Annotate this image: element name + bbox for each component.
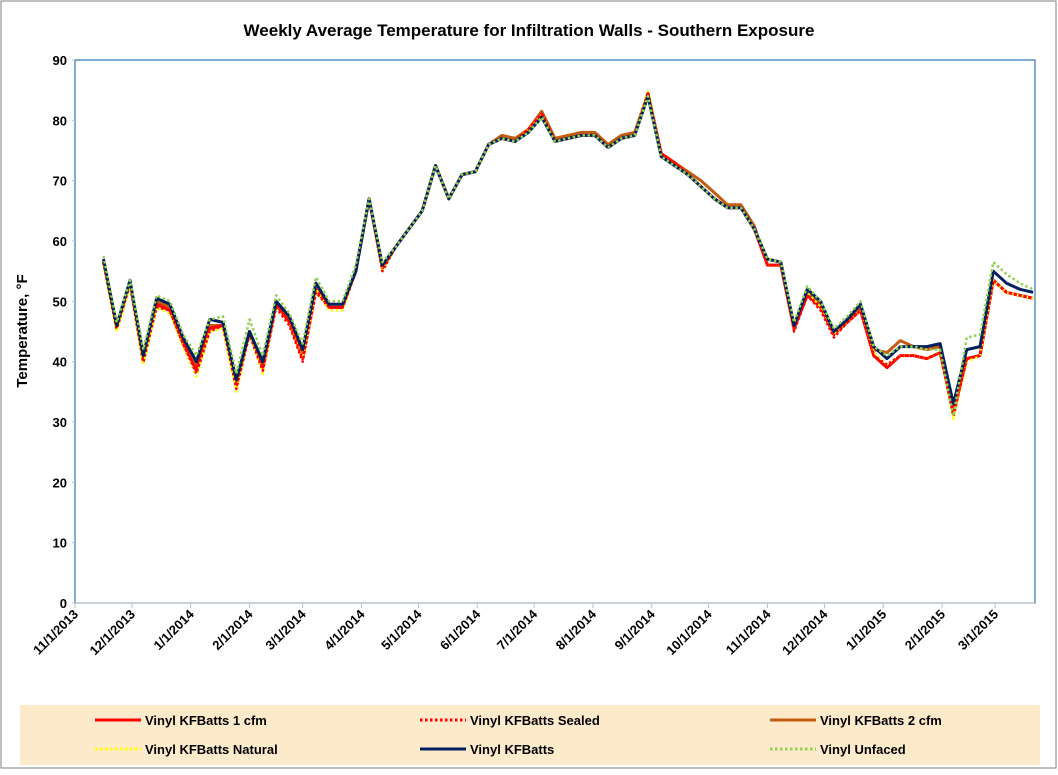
legend-label: Vinyl KFBatts 1 cfm xyxy=(145,713,267,728)
y-tick-label: 40 xyxy=(53,355,67,370)
y-axis-label: Temperature, °F xyxy=(14,274,31,387)
legend-label: Vinyl KFBatts Natural xyxy=(145,742,278,757)
series-line xyxy=(102,94,1034,418)
y-tick-label: 50 xyxy=(53,294,67,309)
y-tick-label: 20 xyxy=(53,475,67,490)
y-tick-label: 30 xyxy=(53,415,67,430)
y-tick-label: 90 xyxy=(53,53,67,68)
legend-label: Vinyl KFBatts 2 cfm xyxy=(820,713,942,728)
legend-label: Vinyl KFBatts Sealed xyxy=(470,713,600,728)
y-tick-label: 10 xyxy=(53,536,67,551)
chart-title: Weekly Average Temperature for Infiltrat… xyxy=(244,21,815,40)
y-tick-label: 70 xyxy=(53,174,67,189)
y-tick-label: 80 xyxy=(53,113,67,128)
legend-label: Vinyl KFBatts xyxy=(470,742,554,757)
legend-box xyxy=(20,705,1040,765)
legend-label: Vinyl Unfaced xyxy=(820,742,906,757)
y-tick-label: 0 xyxy=(60,596,67,611)
y-tick-label: 60 xyxy=(53,234,67,249)
series-line xyxy=(102,91,1034,418)
